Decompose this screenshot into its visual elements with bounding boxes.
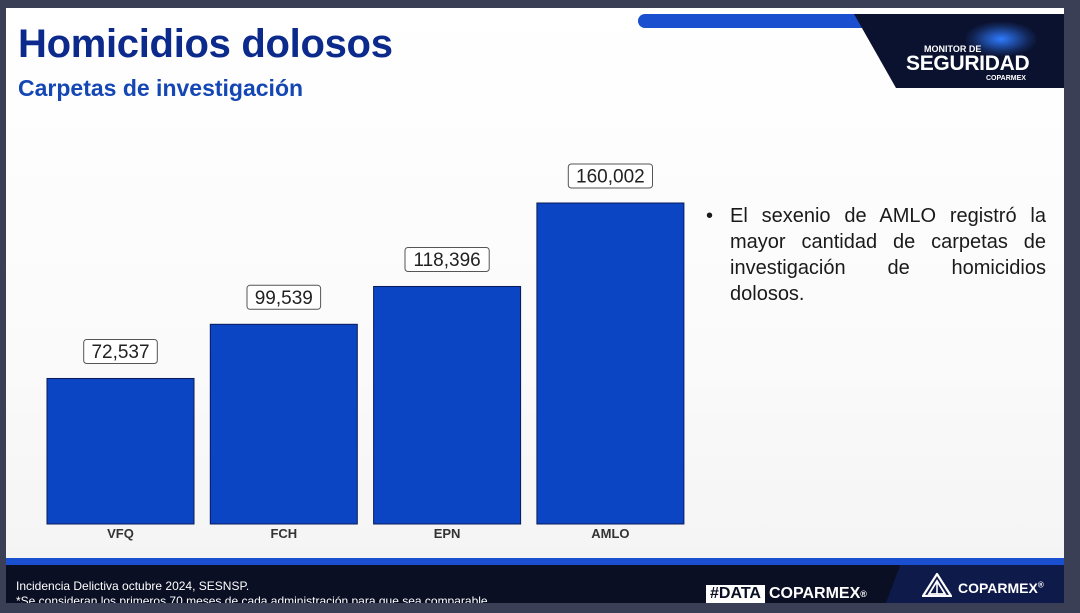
logo-big-text: SEGURIDAD <box>906 52 1030 75</box>
hashtag-data-label: #DATA <box>706 585 765 603</box>
logo-sub-text: COPARMEX <box>986 75 1026 82</box>
note-bullet-item: • El sexenio de AMLO registró la mayor c… <box>706 203 1046 307</box>
value-label: 160,002 <box>576 167 645 188</box>
bar-amlo <box>536 202 685 525</box>
bullet-icon: • <box>706 205 714 227</box>
bar-fch <box>209 323 358 525</box>
value-label: 118,396 <box>413 250 480 271</box>
brand-registered-mark: ® <box>1037 580 1044 590</box>
footer-accent-line <box>6 558 1064 565</box>
category-label: FCH <box>270 526 297 541</box>
category-label: VFQ <box>107 526 134 541</box>
monitor-seguridad-logo: MONITOR DE SEGURIDAD COPARMEX <box>854 14 1064 88</box>
value-label-box <box>404 246 490 272</box>
bar-epn <box>373 285 522 525</box>
brand-name-label: COPARMEX <box>958 580 1038 596</box>
bar-chart: 72,537 VFQ 99,539 FCH 118,396 EPN 160,002 AMLO <box>46 163 685 541</box>
value-label-box <box>567 163 653 189</box>
slide: MONITOR DE SEGURIDAD COPARMEX Homicidios… <box>6 8 1064 603</box>
source-text: Incidencia Delictiva octubre 2024, SESNS… <box>16 579 250 593</box>
page-title: Homicidios dolosos <box>18 22 393 66</box>
bar-vfq <box>46 377 195 525</box>
logo-small-text: MONITOR DE <box>924 44 982 54</box>
value-label-box <box>83 338 158 364</box>
coparmex-brand-name: COPARMEX® <box>958 580 1044 596</box>
note-text: El sexenio de AMLO registró la mayor can… <box>730 205 1046 305</box>
category-label: AMLO <box>591 526 629 541</box>
value-label: 72,537 <box>91 342 149 363</box>
hashtag-brand-label: COPARMEX <box>768 585 861 602</box>
footnote-text: *Se consideran los primeros 70 meses de … <box>16 594 491 603</box>
coparmex-logo-icon <box>922 573 952 597</box>
value-label-box <box>246 284 322 310</box>
coparmex-brand: COPARMEX® <box>886 565 1064 603</box>
category-label: EPN <box>434 526 461 541</box>
value-label: 99,539 <box>255 288 313 309</box>
data-coparmex-hashtag: #DATA COPARMEX ® <box>706 585 867 603</box>
registered-mark: ® <box>860 589 867 599</box>
footer-bar: Incidencia Delictiva octubre 2024, SESNS… <box>6 565 1064 603</box>
page-subtitle: Carpetas de investigación <box>18 75 304 101</box>
siren-light-icon <box>966 22 1036 56</box>
